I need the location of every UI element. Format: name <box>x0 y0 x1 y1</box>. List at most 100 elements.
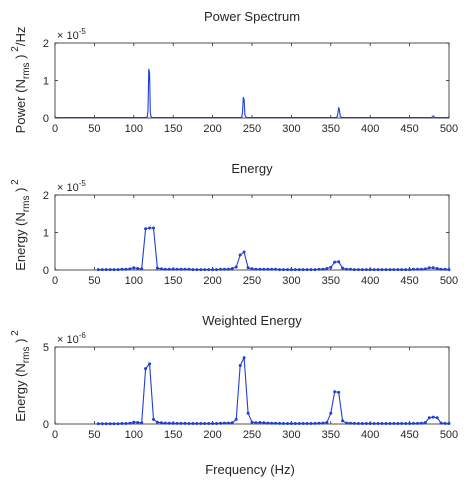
data-point <box>274 421 278 425</box>
data-point <box>321 421 325 425</box>
data-point <box>380 422 384 425</box>
data-point <box>152 417 155 421</box>
data-point <box>120 422 124 425</box>
y-tick-label: 1 <box>43 76 49 88</box>
data-point <box>317 267 321 271</box>
data-point <box>309 268 313 272</box>
x-tick-label: 50 <box>88 123 100 135</box>
y-tick-label: 0 <box>43 419 49 431</box>
data-point <box>124 267 128 271</box>
x-tick-label: 0 <box>52 123 58 135</box>
data-point <box>116 268 120 272</box>
y-tick-label: 0 <box>43 265 49 277</box>
data-point <box>175 267 179 271</box>
y-axis-multiplier: × 10-5 <box>57 27 86 42</box>
data-point <box>238 253 242 257</box>
data-point <box>195 268 199 272</box>
data-point <box>416 421 419 425</box>
data-point <box>408 268 412 272</box>
data-point <box>372 422 376 425</box>
data-point <box>352 421 356 425</box>
data-point <box>309 422 313 425</box>
data-point <box>108 422 112 426</box>
x-tick-label: 250 <box>243 275 261 287</box>
subplot-title: Weighted Energy <box>202 313 302 328</box>
data-point <box>313 421 317 425</box>
data-point <box>400 268 404 272</box>
data-point <box>368 422 372 425</box>
data-point <box>274 267 278 271</box>
x-tick-label: 450 <box>400 275 418 287</box>
data-point <box>246 266 250 270</box>
x-tick-label: 300 <box>282 429 300 441</box>
data-point <box>325 267 329 270</box>
data-point <box>262 421 266 425</box>
data-point <box>447 422 451 425</box>
data-point <box>404 422 408 425</box>
data-point <box>230 267 234 270</box>
data-point <box>128 267 132 271</box>
data-point <box>167 421 171 425</box>
data-point <box>305 422 309 425</box>
data-point <box>258 267 262 271</box>
data-point <box>282 268 285 272</box>
data-point <box>179 267 183 271</box>
data-point <box>254 267 258 271</box>
data-point <box>317 421 321 425</box>
x-tick-label: 300 <box>282 123 300 135</box>
x-tick-label: 300 <box>282 275 300 287</box>
data-point <box>388 268 392 272</box>
data-point <box>199 268 203 272</box>
data-point <box>258 421 262 424</box>
data-point <box>148 226 152 230</box>
data-point <box>266 421 270 425</box>
data-point <box>195 422 199 425</box>
data-point <box>215 268 218 272</box>
x-tick-label: 150 <box>164 429 182 441</box>
data-point <box>392 268 396 272</box>
x-tick-label: 250 <box>243 123 261 135</box>
data-point <box>191 422 195 425</box>
data-point <box>423 421 427 424</box>
x-tick-label: 150 <box>164 123 182 135</box>
data-point <box>431 415 435 419</box>
x-axis-label: Frequency (Hz) <box>205 462 295 477</box>
data-point <box>179 421 183 425</box>
data-point <box>447 268 451 272</box>
x-tick-label: 350 <box>322 123 340 135</box>
data-point <box>341 266 345 270</box>
x-tick-label: 50 <box>88 429 100 441</box>
x-tick-label: 500 <box>440 275 458 287</box>
data-point <box>155 266 159 270</box>
data-point <box>183 421 187 425</box>
data-point <box>325 421 329 424</box>
data-point <box>219 267 222 271</box>
subplot-1: 0 50 100 150 200 250 300 350 400 450 500 0 1 2 × 10-5 P… <box>10 9 458 135</box>
data-point <box>360 422 364 425</box>
data-point <box>286 268 289 272</box>
y-axis-multiplier: × 10-5 <box>57 179 86 194</box>
data-point <box>301 268 305 272</box>
data-point <box>412 267 415 271</box>
x-tick-label: 500 <box>440 429 458 441</box>
data-point <box>356 422 360 425</box>
data-point <box>183 267 187 271</box>
x-tick-label: 100 <box>125 275 143 287</box>
data-point <box>349 421 352 425</box>
x-tick-label: 400 <box>361 123 379 135</box>
data-point <box>187 422 191 425</box>
data-point <box>364 268 368 272</box>
y-tick-label: 5 <box>43 342 49 354</box>
data-point <box>199 422 203 425</box>
data-point <box>435 267 439 270</box>
data-point <box>254 421 258 425</box>
data-point <box>163 267 167 271</box>
data-point <box>132 420 136 424</box>
data-point <box>124 422 128 425</box>
data-point <box>112 268 116 272</box>
data-point <box>396 268 400 272</box>
data-point <box>352 268 356 272</box>
y-axis-label: Energy (Nrms ) 2 <box>10 330 32 422</box>
data-point <box>242 356 246 360</box>
data-point <box>234 417 238 421</box>
